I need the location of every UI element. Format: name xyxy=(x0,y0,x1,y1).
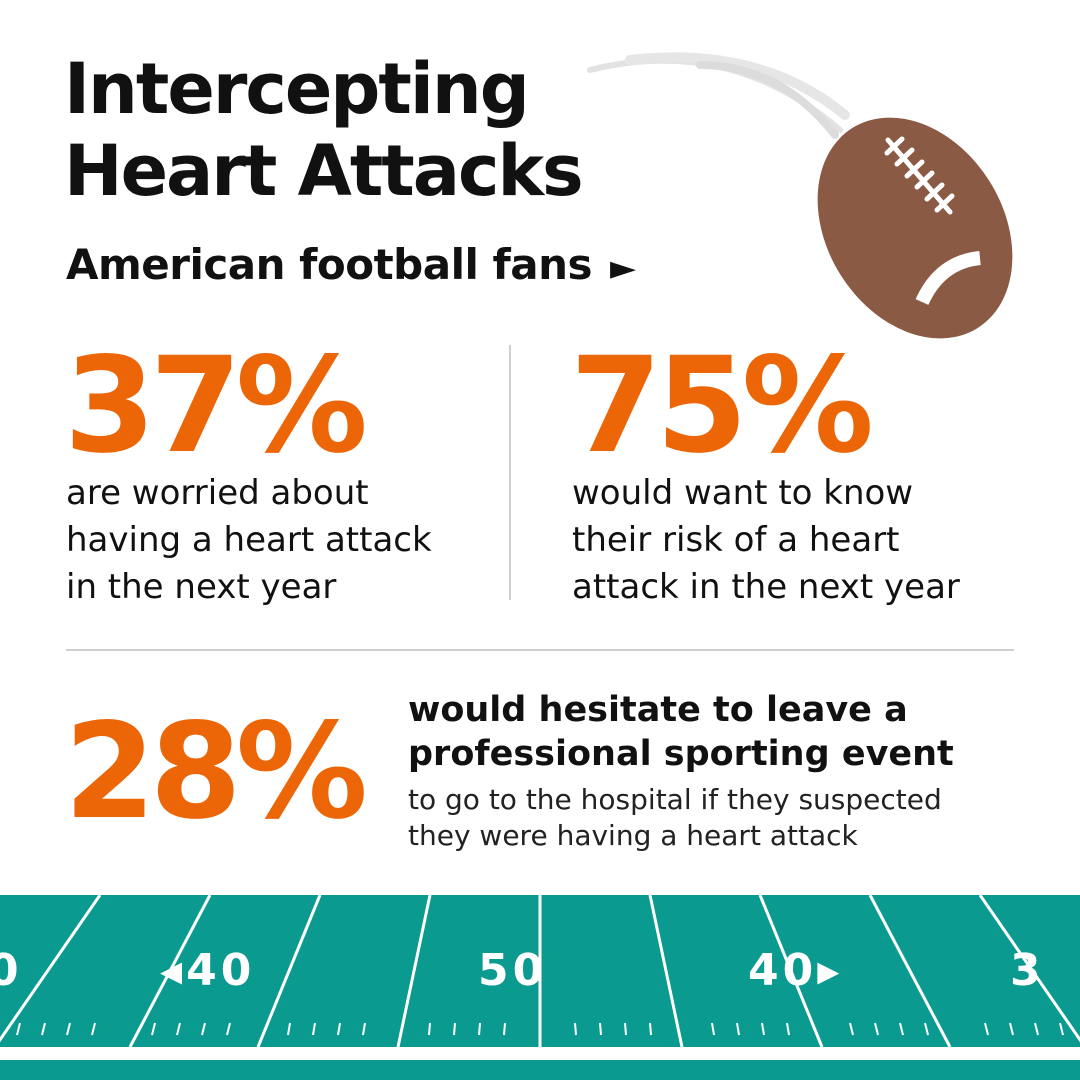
stat-37-value: 37% xyxy=(64,329,368,483)
page-title: Intercepting Heart Attacks xyxy=(64,48,584,212)
title-line-2: Heart Attacks xyxy=(64,130,584,212)
stat-28-bold-line-2: professional sporting event xyxy=(408,734,954,774)
stat-37-line-2: having a heart attack xyxy=(66,520,432,560)
subtitle-text: American football fans xyxy=(66,240,593,289)
subtitle: American football fans ► xyxy=(66,240,636,289)
stat-75-line-2: their risk of a heart xyxy=(572,520,900,560)
stat-75-value: 75% xyxy=(570,329,874,483)
vertical-divider xyxy=(509,345,511,600)
play-arrow-icon: ► xyxy=(610,248,636,288)
stat-37-line-1: are worried about xyxy=(66,473,369,513)
stat-75-description: would want to know their risk of a heart… xyxy=(572,470,960,611)
stat-28-bold-line-1: would hesitate to leave a xyxy=(408,690,908,730)
yard-label-3: 3 xyxy=(1010,945,1045,996)
football-icon xyxy=(587,52,1013,339)
stat-28-light-line-2: they were having a heart attack xyxy=(408,819,858,852)
stat-28-headline: would hesitate to leave a professional s… xyxy=(408,688,954,776)
yard-label-40-left: ◂40 xyxy=(160,945,255,996)
stat-75-line-1: would want to know xyxy=(572,473,914,513)
stat-28-value: 28% xyxy=(64,695,368,849)
yard-label-0: 0 xyxy=(0,945,23,996)
stat-75-line-3: attack in the next year xyxy=(572,567,960,607)
stat-28-light-line-1: to go to the hospital if they suspected xyxy=(408,783,942,816)
stat-28-detail: to go to the hospital if they suspected … xyxy=(408,782,942,854)
yard-label-40-right: 40▸ xyxy=(748,945,843,996)
football-field: 0 ◂40 50 40▸ 3 xyxy=(0,895,1080,1080)
title-line-1: Intercepting xyxy=(64,48,530,130)
yard-label-50: 50 xyxy=(478,945,547,996)
stat-37-description: are worried about having a heart attack … xyxy=(66,470,432,611)
stat-37-line-3: in the next year xyxy=(66,567,337,607)
horizontal-divider xyxy=(66,649,1014,651)
